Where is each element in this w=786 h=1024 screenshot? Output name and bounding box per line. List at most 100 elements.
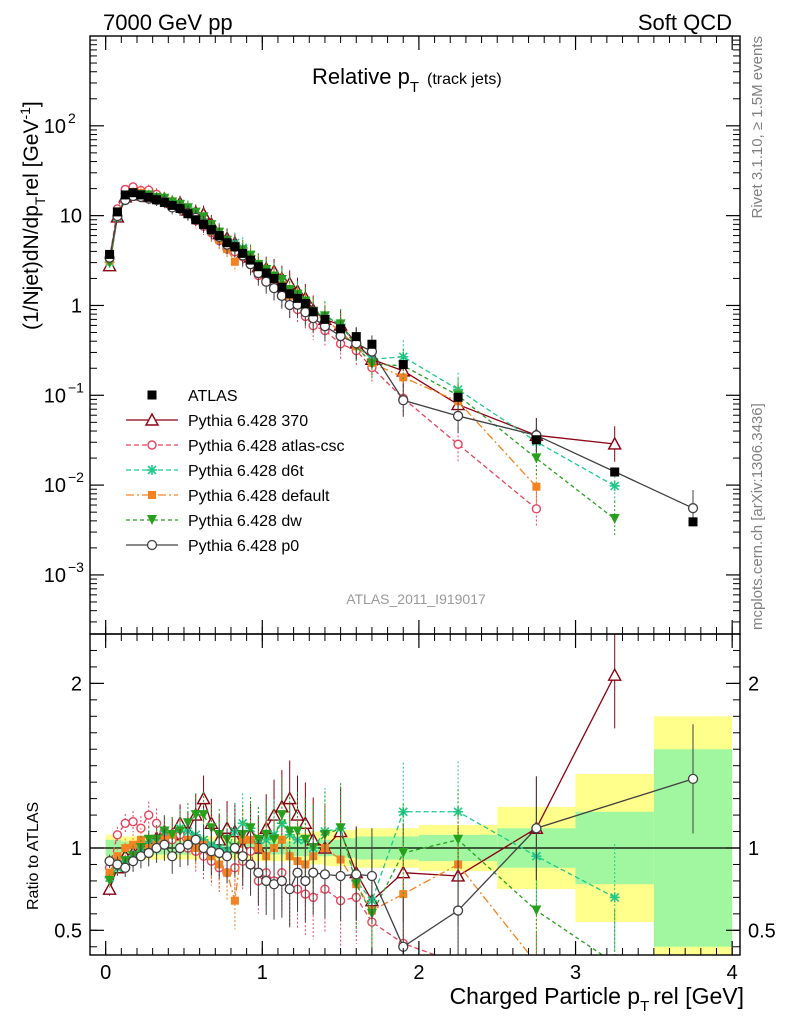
chart-title-suffix: (track jets) (427, 71, 502, 88)
legend-marker (144, 412, 160, 426)
ratio-point (104, 875, 115, 886)
chart-title-sub: T (410, 79, 419, 96)
legend-marker (147, 515, 157, 525)
atlas-point (112, 207, 122, 217)
ratio-point (190, 834, 201, 845)
ratio-point (196, 791, 211, 805)
x-tick-label: 2 (413, 962, 424, 984)
ratio-point (366, 870, 378, 882)
y-tick-label: 1 (71, 295, 82, 317)
x-tick-label: 3 (570, 962, 581, 984)
atlas-point (269, 273, 279, 283)
ratio-point (230, 896, 239, 905)
atlas-point (351, 332, 361, 342)
ratio-point (245, 859, 256, 870)
ratio-point (253, 867, 264, 878)
ratio-point (253, 834, 264, 845)
y-tick-label: 10 (60, 206, 82, 228)
series-point (398, 395, 409, 406)
ratio-point (607, 667, 622, 681)
ratio-point (300, 834, 311, 845)
main-series-group (102, 182, 699, 537)
rivet-label: Rivet 3.1.10, ≥ 1.5M events (749, 36, 766, 219)
ratio-point (284, 826, 295, 837)
y-tick-label-exp: −2 (68, 469, 84, 485)
ratio-point (276, 875, 288, 887)
x-axis-label-rest: rel [GeV] (653, 983, 744, 1009)
atlas-point (238, 248, 248, 258)
atlas-point (293, 293, 303, 303)
atlas-point (175, 204, 185, 214)
series-point (687, 503, 699, 514)
y-tick-label: 10 (44, 116, 66, 138)
ratio-point (335, 823, 346, 834)
y-tick-label-exp: 2 (68, 110, 76, 126)
series-point (609, 513, 620, 524)
ratio-point (335, 870, 346, 882)
legend-label-atlas: ATLAS (188, 388, 238, 405)
ratio-tick-label-right: 2 (748, 673, 759, 695)
legend-label: Pythia 6.428 dw (188, 513, 302, 530)
legend-marker (147, 465, 157, 475)
x-tick-label: 0 (100, 962, 111, 984)
legend-marker (146, 539, 158, 551)
atlas-point (120, 190, 130, 200)
y-tick-label-exp: −1 (68, 379, 84, 395)
ratio-point (609, 892, 620, 903)
series-point (531, 504, 542, 514)
y-tick-label: 10 (44, 475, 66, 497)
atlas-point (136, 190, 146, 200)
atlas-point (336, 324, 346, 334)
y-tick-label: 10 (44, 565, 66, 587)
ratio-tick-label-right: 0.5 (748, 920, 776, 942)
ratio-point (532, 959, 540, 967)
atlas-point (453, 392, 463, 402)
series-point (230, 257, 239, 266)
x-tick-label: 4 (727, 962, 738, 984)
ratio-point (112, 830, 123, 840)
ratio-point (151, 818, 162, 829)
atlas-point (610, 467, 620, 477)
legend-label: Pythia 6.428 d6t (188, 463, 304, 480)
series-point (276, 290, 288, 301)
series-point (532, 482, 541, 491)
atlas-point (230, 242, 240, 252)
ratio-point (136, 835, 145, 844)
y-axis-label-rest: rel [GeV (20, 120, 43, 197)
ratio-point (229, 842, 241, 854)
atlas-point (152, 195, 162, 205)
atlas-point (246, 255, 256, 265)
ratio-point (319, 869, 331, 880)
ratio-line-3 (108, 833, 531, 955)
ratio-point (454, 959, 462, 967)
ratio-point (284, 884, 295, 895)
series-line-0 (108, 193, 615, 445)
x-tick-label: 1 (257, 962, 268, 984)
atlas-point (253, 262, 263, 272)
ratio-tick-label: 2 (71, 673, 82, 695)
atlas-point (531, 435, 541, 445)
ratio-point (308, 867, 319, 878)
ratio-point (102, 881, 117, 895)
ratio-point (270, 844, 279, 852)
y-tick-label-exp: −3 (68, 559, 84, 575)
atlas-point (367, 339, 377, 349)
series-point-d2 (610, 481, 620, 491)
ratio-point (121, 844, 130, 852)
ratio-point (453, 834, 464, 845)
ratio-point (127, 856, 139, 867)
legend-marker-d2 (147, 465, 157, 475)
ratio-point (531, 823, 542, 834)
ratio-point (687, 773, 699, 785)
atlas-point (105, 249, 115, 259)
ratio-point (120, 862, 131, 873)
ratio-point (610, 958, 620, 968)
atlas-point (199, 219, 209, 229)
ratio-point (261, 829, 272, 840)
ratio-panel: 0 1 2 3 4 0.5 0.5 1 1 2 2 (54, 36, 776, 984)
ratio-axis-label: Ratio to ATLAS (25, 802, 42, 910)
atlas-point (128, 188, 138, 198)
ratio-point (276, 810, 287, 821)
ratio-point (105, 868, 114, 877)
